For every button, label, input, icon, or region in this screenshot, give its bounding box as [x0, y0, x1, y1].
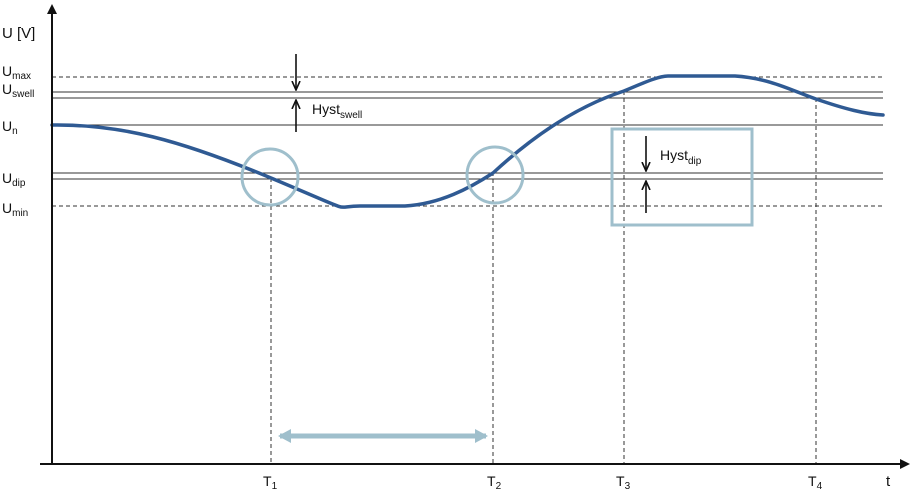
y-axis-label: U [V] [2, 25, 35, 42]
hyst-swell-label: Hystswell [312, 101, 362, 121]
hyst-dip-box [610, 127, 754, 227]
voltage-curve [50, 74, 885, 209]
t1-label: T1 [263, 473, 278, 492]
t1-crossing-highlight [240, 147, 300, 207]
u-max-label: Umax [2, 63, 31, 82]
u-dip-label: Udip [2, 170, 26, 189]
x-axis-label: t [886, 473, 891, 490]
t2-crossing-highlight [465, 145, 525, 205]
u-min-label: Umin [2, 200, 28, 219]
t2-label: T2 [487, 473, 502, 492]
u-swell-label: Uswell [2, 81, 34, 100]
hyst-dip-label: Hystdip [660, 147, 702, 167]
t4-label: T4 [808, 473, 823, 492]
u-n-label: Un [2, 118, 18, 137]
t3-label: T3 [616, 473, 631, 492]
